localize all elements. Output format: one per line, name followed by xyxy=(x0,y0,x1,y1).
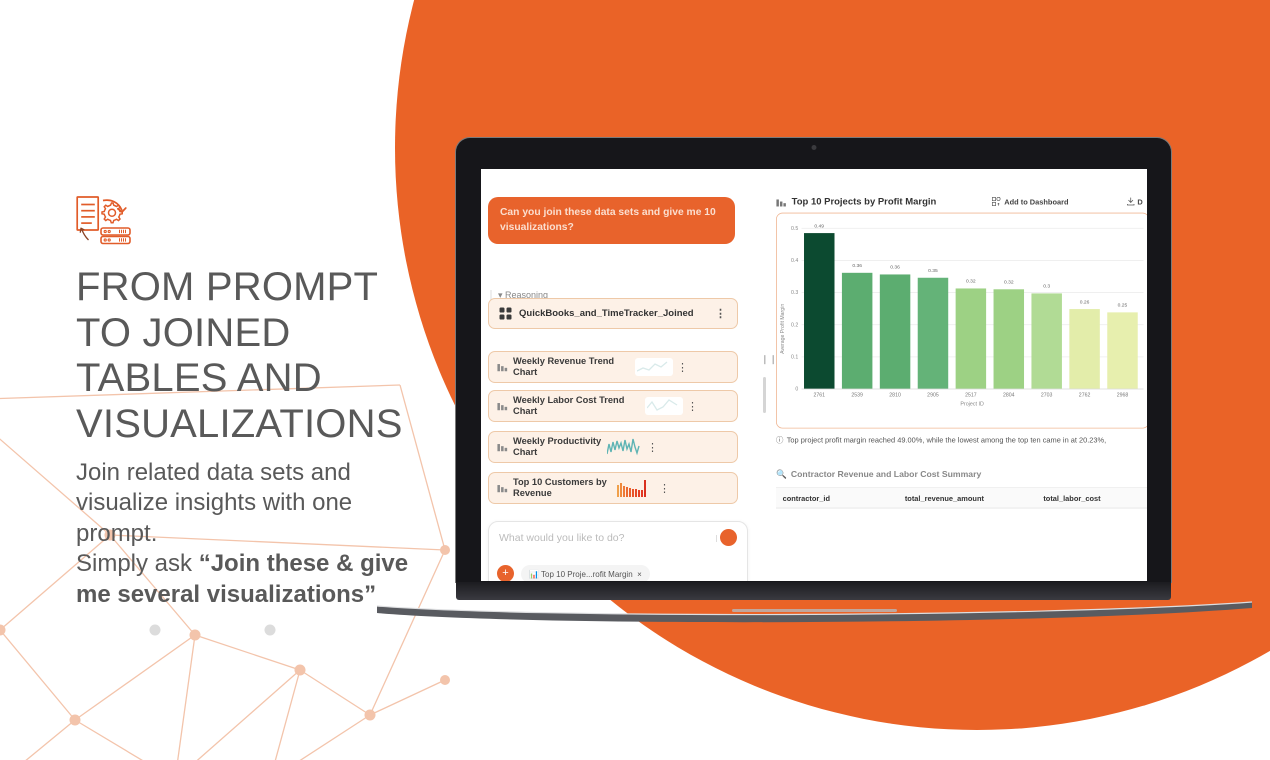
svg-text:2762: 2762 xyxy=(1079,392,1091,398)
svg-text:2761: 2761 xyxy=(813,392,825,398)
svg-text:0.32: 0.32 xyxy=(1004,280,1014,286)
svg-text:2810: 2810 xyxy=(889,392,901,398)
svg-text:0.26: 0.26 xyxy=(1080,299,1090,305)
svg-text:0.36: 0.36 xyxy=(852,263,862,269)
svg-text:0.1: 0.1 xyxy=(791,355,798,361)
svg-text:0.2: 0.2 xyxy=(791,322,798,328)
svg-text:Project ID: Project ID xyxy=(960,401,984,407)
svg-text:2905: 2905 xyxy=(927,392,939,398)
svg-text:2804: 2804 xyxy=(1003,392,1015,398)
svg-text:0.4: 0.4 xyxy=(791,258,798,264)
svg-text:0.32: 0.32 xyxy=(966,279,976,285)
svg-text:Average Profit Margin: Average Profit Margin xyxy=(780,304,786,354)
svg-text:0.3: 0.3 xyxy=(1043,284,1050,290)
svg-text:2517: 2517 xyxy=(965,392,977,398)
svg-text:0: 0 xyxy=(795,387,798,393)
svg-text:0.49: 0.49 xyxy=(814,223,824,229)
svg-text:0.35: 0.35 xyxy=(928,268,938,274)
svg-text:2968: 2968 xyxy=(1117,392,1129,398)
svg-text:0.36: 0.36 xyxy=(890,265,900,271)
svg-text:2703: 2703 xyxy=(1041,392,1053,398)
svg-text:2539: 2539 xyxy=(851,392,863,398)
svg-text:0.3: 0.3 xyxy=(791,290,798,296)
svg-text:0.25: 0.25 xyxy=(1118,303,1128,309)
svg-text:0.5: 0.5 xyxy=(791,226,798,232)
